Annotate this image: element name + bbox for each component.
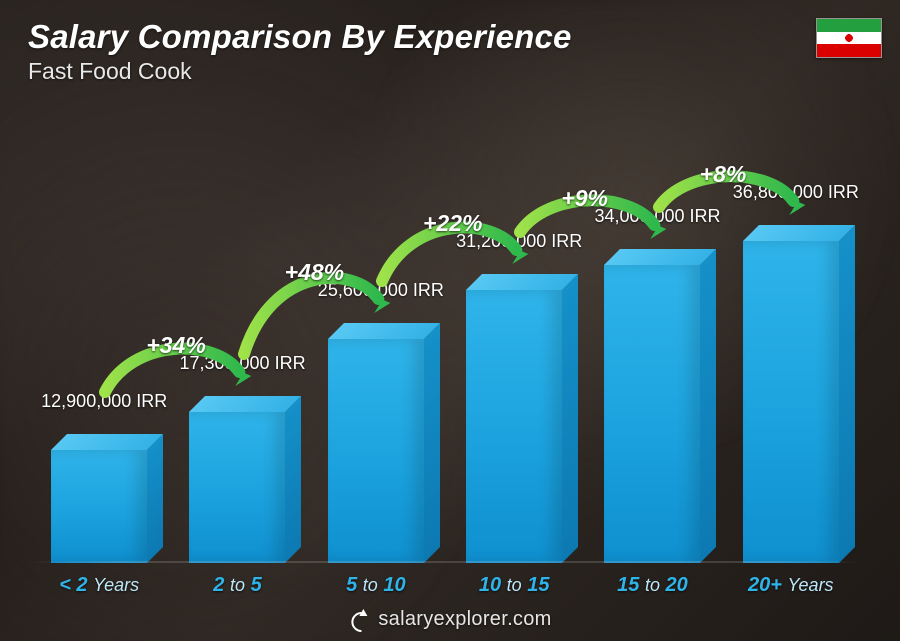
bar-front xyxy=(743,241,839,563)
bar-front xyxy=(604,265,700,563)
bar-value-label: 25,600,000 IRR xyxy=(318,280,444,301)
bar-front xyxy=(51,450,147,563)
x-axis-label: < 2 Years xyxy=(30,574,168,597)
bar-side xyxy=(700,249,716,563)
bar xyxy=(604,265,700,563)
x-axis-label: 20+ Years xyxy=(722,574,860,597)
x-axis-label: 15 to 20 xyxy=(583,574,721,597)
bar xyxy=(328,339,424,563)
bar-top xyxy=(328,323,440,339)
bar-top xyxy=(51,434,163,450)
bar-side xyxy=(424,323,440,563)
bars-container: 12,900,000 IRR 17,300,000 IRR 25,600,000 I… xyxy=(30,110,860,563)
flag-stripe-white xyxy=(817,32,881,45)
bar-top xyxy=(743,225,855,241)
country-flag-iran xyxy=(816,18,882,58)
flag-stripe-green xyxy=(817,19,881,32)
bar-front xyxy=(466,290,562,563)
flag-stripe-red xyxy=(817,44,881,57)
watermark-text: salaryexplorer.com xyxy=(378,608,551,631)
bar-front xyxy=(189,412,285,563)
bar-slot: 12,900,000 IRR xyxy=(30,110,168,563)
bar-value-label: 17,300,000 IRR xyxy=(179,353,305,374)
bar-side xyxy=(839,225,855,563)
chart-subtitle: Fast Food Cook xyxy=(28,58,572,85)
bar-side xyxy=(285,396,301,563)
bar-top xyxy=(189,396,301,412)
x-axis-label: 5 to 10 xyxy=(307,574,445,597)
compass-icon xyxy=(348,609,370,631)
bar-top xyxy=(466,274,578,290)
chart-area: 12,900,000 IRR 17,300,000 IRR 25,600,000 I… xyxy=(30,110,860,563)
title-block: Salary Comparison By Experience Fast Foo… xyxy=(28,18,572,85)
bar-slot: 25,600,000 IRR xyxy=(307,110,445,563)
bar-value-label: 12,900,000 IRR xyxy=(41,391,167,412)
bar-value-label: 31,200,000 IRR xyxy=(456,231,582,252)
bar xyxy=(189,412,285,563)
x-axis-label: 10 to 15 xyxy=(445,574,583,597)
baseline xyxy=(30,561,860,563)
bar xyxy=(743,241,839,563)
bar-slot: 34,000,000 IRR xyxy=(583,110,721,563)
bar-slot: 31,200,000 IRR xyxy=(445,110,583,563)
chart-stage: Salary Comparison By Experience Fast Foo… xyxy=(0,0,900,641)
bar-top xyxy=(604,249,716,265)
x-axis-label: 2 to 5 xyxy=(168,574,306,597)
bar xyxy=(466,290,562,563)
bar-slot: 36,800,000 IRR xyxy=(722,110,860,563)
bar-side xyxy=(147,434,163,563)
watermark: salaryexplorer.com xyxy=(348,608,551,631)
bar-value-label: 36,800,000 IRR xyxy=(733,182,859,203)
x-axis-labels: < 2 Years2 to 55 to 1010 to 1515 to 2020… xyxy=(30,574,860,597)
bar-value-label: 34,000,000 IRR xyxy=(594,206,720,227)
bar-side xyxy=(562,274,578,563)
bar xyxy=(51,450,147,563)
chart-title: Salary Comparison By Experience xyxy=(28,18,572,56)
bar-slot: 17,300,000 IRR xyxy=(168,110,306,563)
bar-front xyxy=(328,339,424,563)
